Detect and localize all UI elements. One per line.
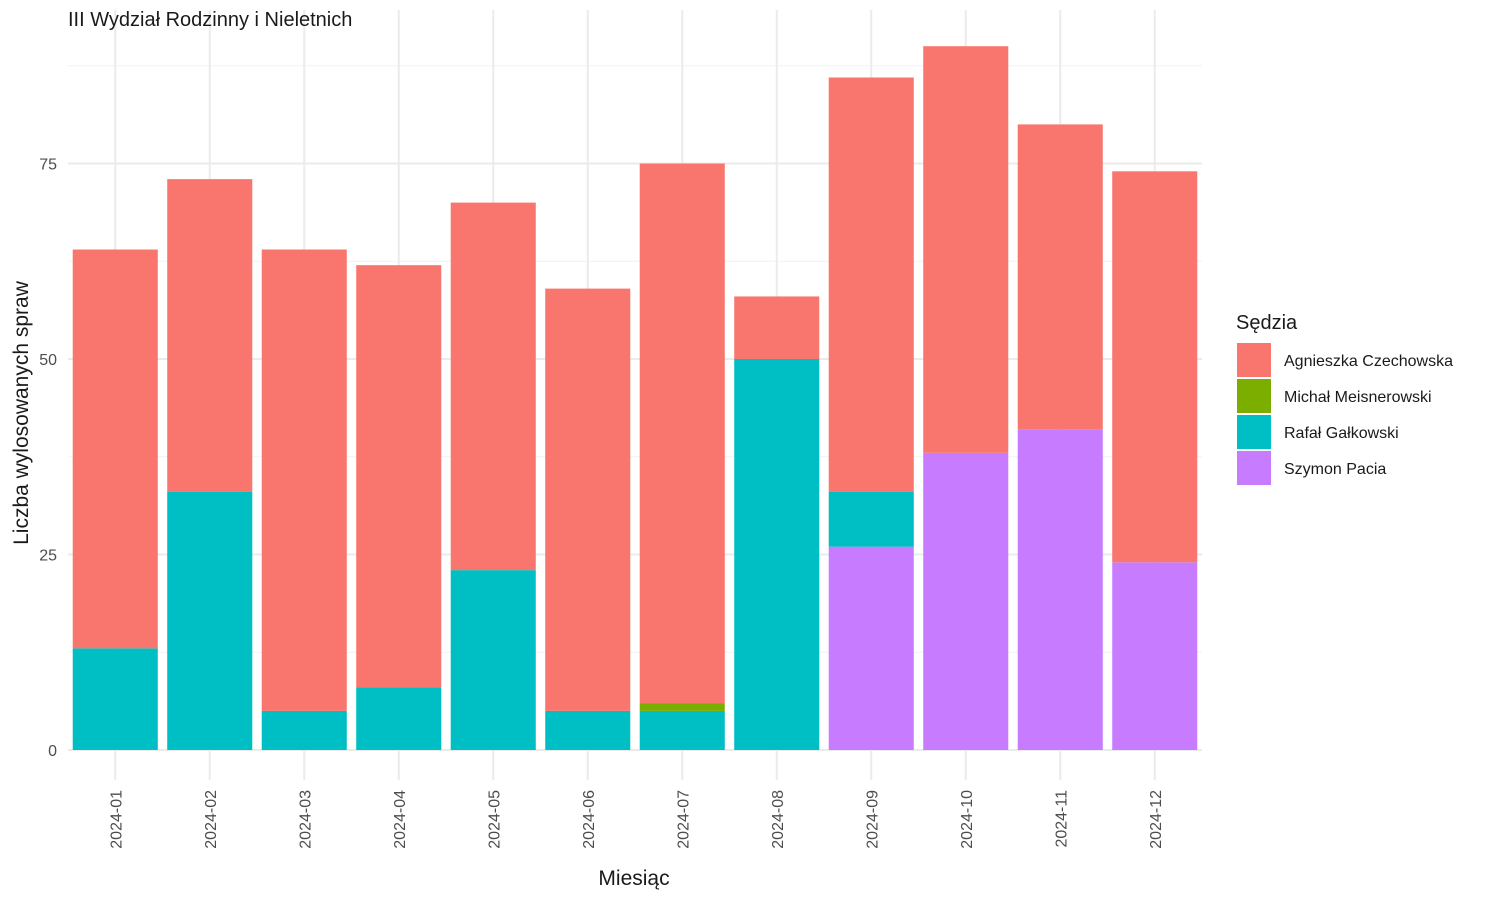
bar-segment [639, 710, 725, 750]
bar-segment [545, 710, 631, 750]
x-axis: 2024-01 2024-02 2024-03 2024-04 2024-05 2024-… [108, 790, 1165, 849]
legend-swatch [1237, 343, 1271, 377]
y-tick-label: 25 [39, 548, 57, 565]
bar-segment [261, 249, 347, 711]
x-tick-label: 2024-02 [203, 790, 220, 849]
bar-segment [828, 491, 914, 547]
bar-segment [1112, 562, 1198, 750]
y-axis-title: Liczba wylosowanych spraw [10, 280, 33, 545]
x-tick-label: 2024-01 [108, 790, 125, 849]
legend-swatch [1237, 415, 1271, 449]
legend-label: Michał Meisnerowski [1284, 389, 1432, 406]
bar-segment [261, 710, 347, 750]
legend-title: Sędzia [1236, 312, 1298, 334]
legend-label: Szymon Pacia [1284, 461, 1386, 478]
bar-segment [167, 179, 253, 492]
bar-segment [450, 202, 536, 571]
x-tick-label: 2024-12 [1148, 790, 1165, 849]
x-tick-label: 2024-11 [1053, 790, 1070, 848]
x-tick-label: 2024-07 [675, 790, 692, 849]
bar-segment [1112, 171, 1198, 563]
bar-segment [545, 288, 631, 711]
bar-segment [356, 265, 442, 688]
legend: Sędzia Agnieszka Czechowska Michał Meisne… [1236, 312, 1453, 485]
bar-segment [450, 570, 536, 750]
bar-segment [734, 359, 820, 750]
bar-segment [356, 687, 442, 750]
y-axis: 0 25 50 75 [39, 157, 57, 761]
x-tick-label: 2024-10 [959, 790, 976, 849]
bar-segment [923, 452, 1009, 750]
bar-segment [167, 491, 253, 750]
bar-segment [828, 77, 914, 492]
bars-layer [72, 46, 1198, 750]
bar-segment [1017, 124, 1103, 430]
bar-segment [828, 546, 914, 750]
x-tick-label: 2024-06 [581, 790, 598, 849]
x-axis-title: Miesiąc [598, 867, 669, 890]
bar-segment [923, 46, 1009, 453]
bar-segment [639, 703, 725, 711]
x-tick-label: 2024-08 [770, 790, 787, 849]
bar-segment [639, 163, 725, 704]
bar-segment [72, 648, 158, 750]
y-tick-label: 50 [39, 352, 57, 369]
x-tick-label: 2024-09 [864, 790, 881, 849]
legend-label: Agnieszka Czechowska [1284, 353, 1453, 370]
y-tick-label: 0 [48, 743, 57, 760]
chart-title: III Wydział Rodzinny i Nieletnich [68, 9, 352, 31]
bar-segment [1017, 429, 1103, 750]
legend-swatch [1237, 379, 1271, 413]
bar-segment [734, 296, 820, 359]
x-tick-label: 2024-04 [392, 790, 409, 849]
x-tick-label: 2024-03 [297, 790, 314, 849]
legend-label: Rafał Gałkowski [1284, 425, 1399, 442]
bar-segment [72, 249, 158, 649]
x-tick-label: 2024-05 [486, 790, 503, 849]
legend-swatch [1237, 451, 1271, 485]
y-tick-label: 75 [39, 157, 57, 174]
